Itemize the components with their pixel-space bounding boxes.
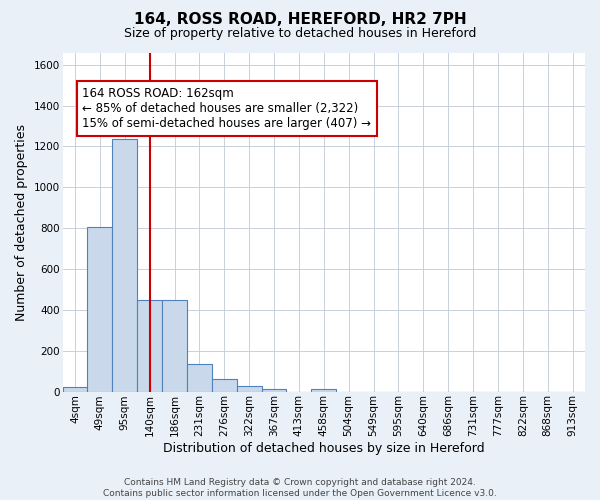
Bar xyxy=(137,300,162,392)
Bar xyxy=(112,138,137,392)
Bar xyxy=(62,387,88,392)
Bar xyxy=(88,227,112,392)
Text: 164, ROSS ROAD, HEREFORD, HR2 7PH: 164, ROSS ROAD, HEREFORD, HR2 7PH xyxy=(134,12,466,28)
Bar xyxy=(187,364,212,392)
Text: Contains HM Land Registry data © Crown copyright and database right 2024.
Contai: Contains HM Land Registry data © Crown c… xyxy=(103,478,497,498)
X-axis label: Distribution of detached houses by size in Hereford: Distribution of detached houses by size … xyxy=(163,442,485,455)
Bar xyxy=(162,300,187,392)
Text: 164 ROSS ROAD: 162sqm
← 85% of detached houses are smaller (2,322)
15% of semi-d: 164 ROSS ROAD: 162sqm ← 85% of detached … xyxy=(82,87,371,130)
Y-axis label: Number of detached properties: Number of detached properties xyxy=(15,124,28,320)
Bar xyxy=(237,386,262,392)
Bar xyxy=(262,389,286,392)
Text: Size of property relative to detached houses in Hereford: Size of property relative to detached ho… xyxy=(124,28,476,40)
Bar xyxy=(311,389,336,392)
Bar xyxy=(212,380,237,392)
